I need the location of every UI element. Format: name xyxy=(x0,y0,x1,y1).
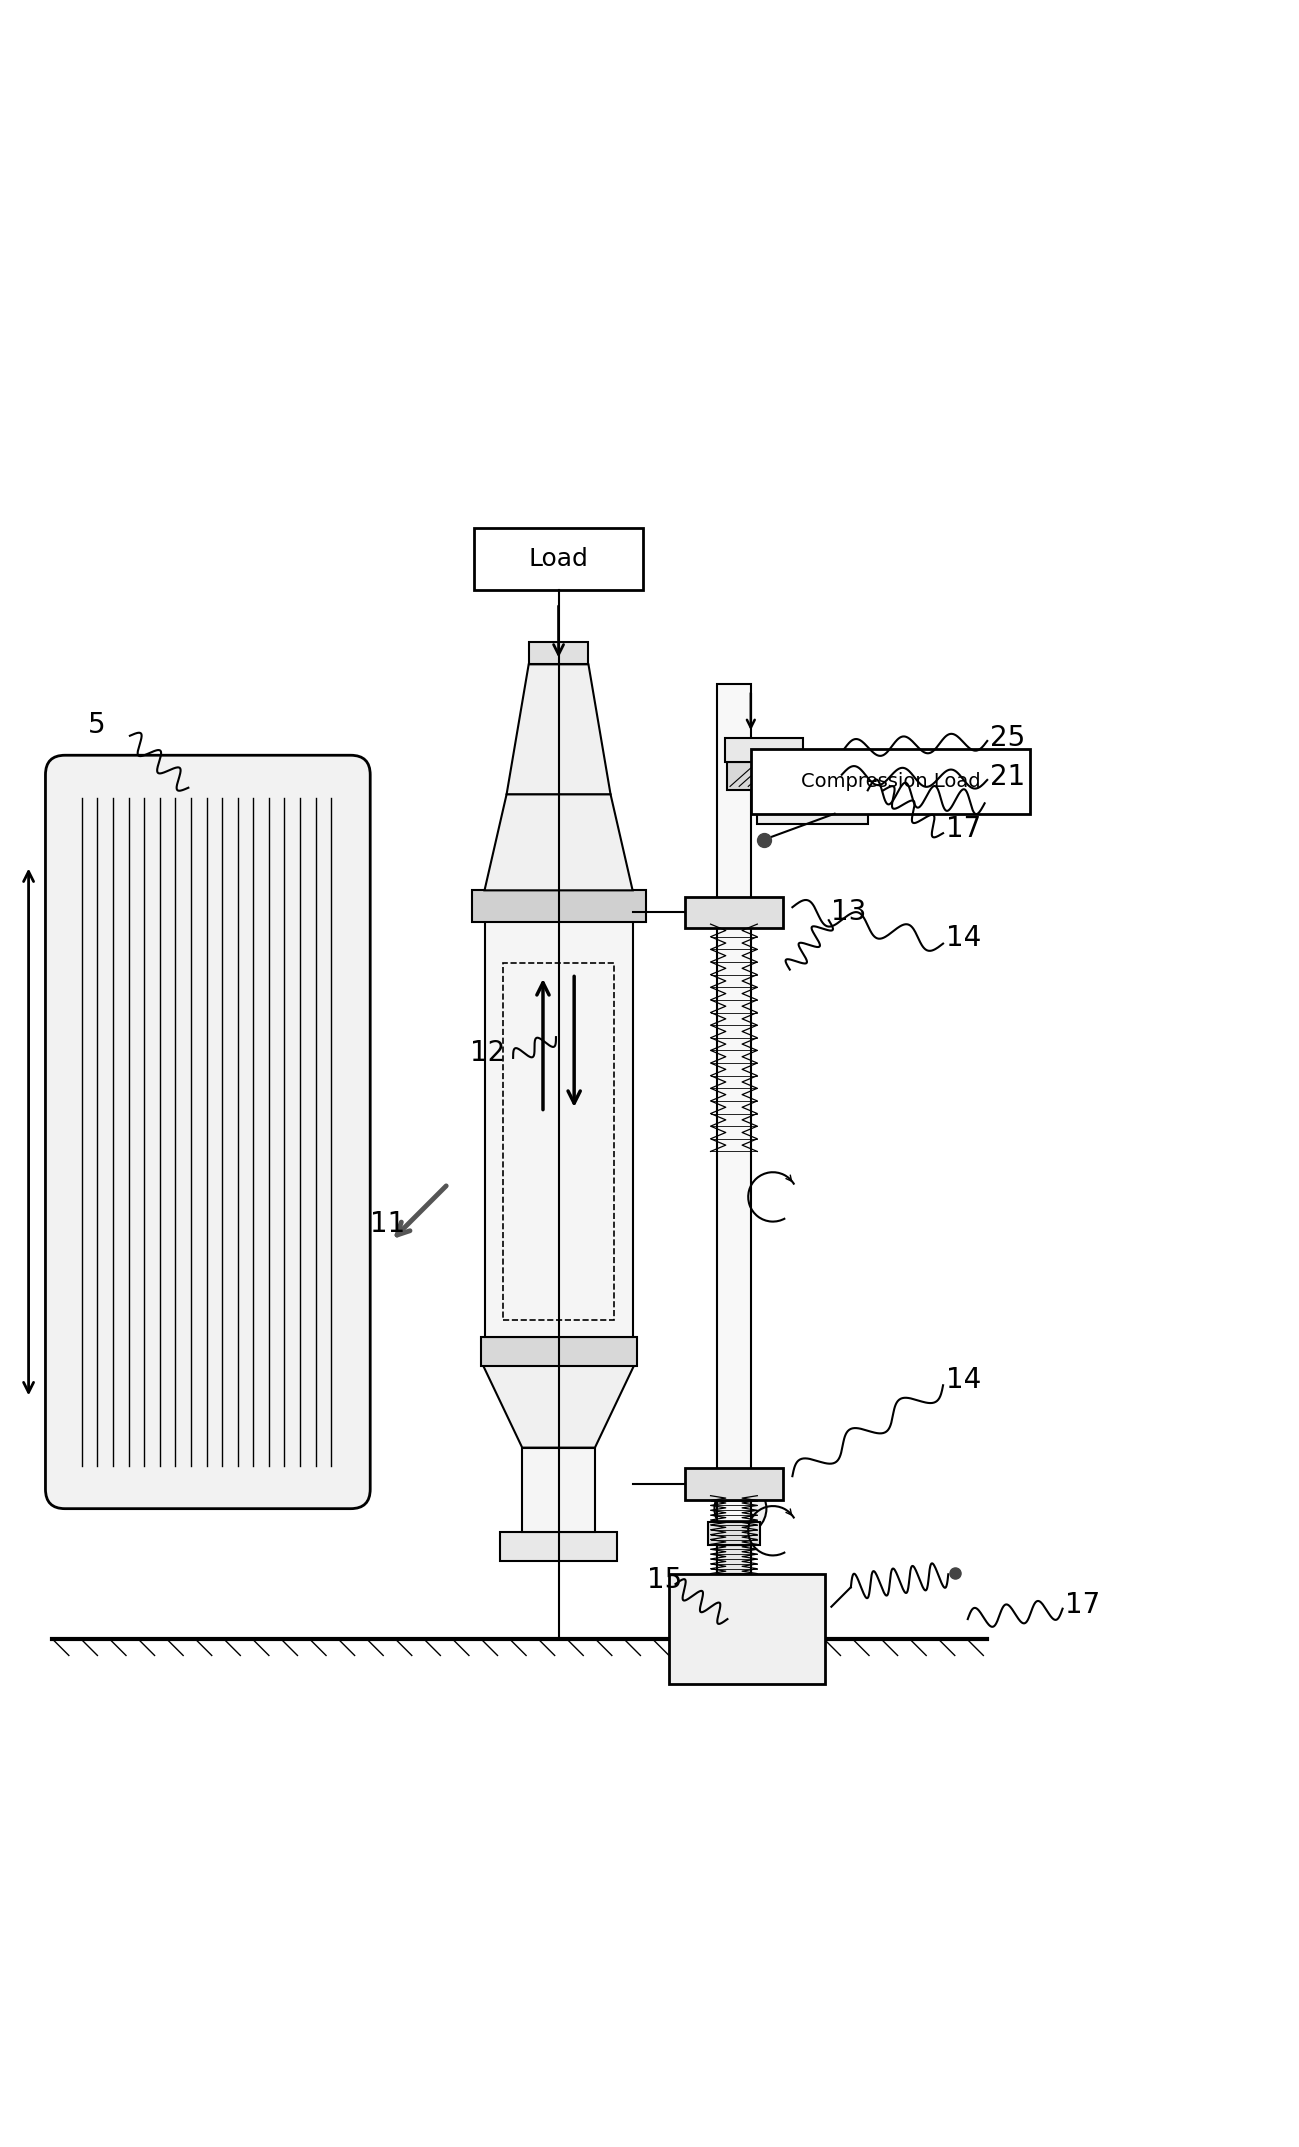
Bar xyxy=(503,964,614,1320)
Bar xyxy=(751,749,1030,814)
Bar xyxy=(685,1469,783,1499)
Bar xyxy=(725,739,803,762)
Bar xyxy=(757,756,868,824)
Bar xyxy=(727,762,799,790)
Text: 14: 14 xyxy=(946,1365,981,1393)
Text: 21: 21 xyxy=(990,762,1025,790)
Polygon shape xyxy=(485,794,633,891)
Text: 5: 5 xyxy=(88,711,107,739)
Bar xyxy=(522,1447,595,1533)
Polygon shape xyxy=(507,663,611,794)
Text: 12: 12 xyxy=(470,1039,505,1067)
Bar xyxy=(472,891,646,921)
Bar xyxy=(481,1338,637,1365)
Text: 14: 14 xyxy=(946,923,981,953)
Text: 13: 13 xyxy=(831,897,866,925)
Bar xyxy=(685,897,783,928)
Bar xyxy=(485,915,633,1338)
Text: 11: 11 xyxy=(370,1211,405,1239)
Text: 17: 17 xyxy=(946,816,981,844)
Bar xyxy=(474,528,643,590)
Text: Compression Load: Compression Load xyxy=(800,771,981,790)
Text: 15: 15 xyxy=(647,1565,682,1593)
Bar xyxy=(500,1533,617,1561)
Circle shape xyxy=(714,1484,766,1535)
Bar xyxy=(708,1522,760,1546)
Bar xyxy=(669,1574,825,1683)
Bar xyxy=(717,1546,751,1574)
Polygon shape xyxy=(483,1365,634,1447)
Text: 17: 17 xyxy=(1065,1591,1100,1619)
Text: 25: 25 xyxy=(990,724,1025,751)
Bar xyxy=(717,683,751,1574)
FancyBboxPatch shape xyxy=(45,756,370,1509)
Bar xyxy=(529,642,588,663)
Text: Load: Load xyxy=(529,547,588,571)
